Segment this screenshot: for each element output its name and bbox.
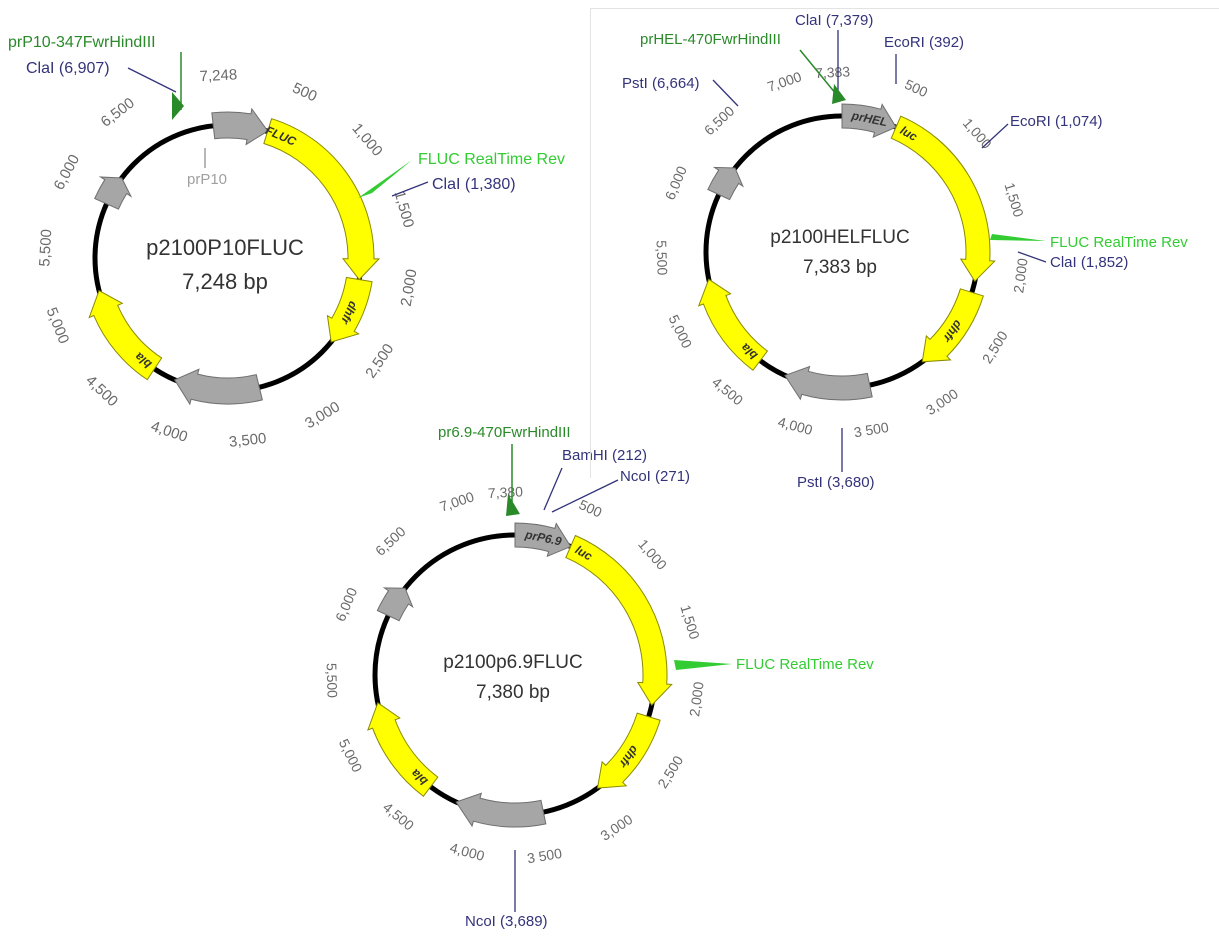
tick-label: 4,500 [380,799,417,834]
primer-label: pr6.9-470FwrHindIII [438,424,571,441]
leader-line [391,181,429,197]
tick-label: 2,000 [686,680,706,717]
site-label: EcoRI (392) [884,34,964,51]
site-label: ClaI (6,907) [26,60,110,77]
tick-label: 6,500 [98,94,138,130]
feature-unlabeled-arrow [455,792,547,828]
tick-label: 4,000 [149,418,190,446]
tick-label: 1,000 [348,120,385,160]
plasmid-size: 7,383 bp [803,257,877,278]
tick-label: 3 500 [526,845,563,866]
feature-unlabeled-arrow [784,365,873,401]
primer-arrow [832,84,846,104]
feature-prp10-arrow [211,107,269,146]
tick-label: 3,000 [597,811,635,844]
tick-label: 6,000 [332,585,360,624]
feature-unlabeled-arrow [173,368,263,406]
leader-line [712,79,739,107]
feature-dhfr-arrow [326,276,373,343]
feature-prhel-arrow [841,103,897,139]
feature-unlabeled-arrow [707,166,744,201]
primer-arrow [674,660,732,670]
leader-line [127,67,177,93]
tick-label: 7,380 [488,483,524,501]
tick-label: 6,500 [372,523,409,559]
feature-unlabeled-arrow [376,587,414,622]
site-label: NcoI (3,689) [465,913,548,930]
primer-label: FLUC RealTime Rev [736,656,874,673]
primer-arrow [506,494,520,516]
tick-labels: 500 1,000 1,500 2,000 2,500 3,000 3 500 4,000 4,… [324,483,707,866]
tick-label: 4,000 [448,839,486,864]
site-label: PstI (6,664) [622,75,700,92]
tick-label: 5,500 [324,663,341,699]
primer-label: prHEL-470FwrHindIII [640,31,781,48]
tick-label: 5,000 [43,305,73,346]
tick-label: 5,500 [654,240,671,276]
plasmid-size: 7,380 bp [476,682,550,703]
site-label: PstI (3,680) [797,474,875,491]
tick-label: 3,500 [228,430,267,451]
tick-label: 6,000 [51,152,84,193]
feature-bla-arrow [367,702,439,797]
plasmid-name: p2100p6.9FLUC [443,652,582,673]
feature-prp6-9-arrow [514,522,572,558]
tick-label: 5,500 [36,229,55,267]
feature-luc-arrow [565,534,673,706]
tick-label: 2,500 [654,753,686,791]
tick-label: 2,000 [398,268,421,308]
feature-dhfr-arrow [921,288,984,363]
primer-arrow [172,92,184,120]
tick-label: 7,000 [438,488,477,514]
primer-label: FLUC RealTime Rev [418,151,565,168]
leader-line [799,49,837,95]
tick-label: 7,383 [815,63,851,81]
leader-line [1017,251,1047,263]
primer-label: prP10-347FwrHindIII [8,34,156,51]
plasmid-name: p2100HELFLUC [770,227,909,248]
tick-label: 4,500 [82,372,121,410]
leader-line [981,123,1009,149]
primer-arrow [358,160,412,198]
feature-bla-arrow [88,289,163,381]
plasmid-name: p2100P10FLUC [146,235,304,260]
feature-label-prP10: prP10 [187,171,227,188]
tick-label: 500 [290,79,320,105]
plasmid-size: 7,248 bp [182,269,268,294]
leader-line [551,479,619,513]
tick-label: 7,248 [199,66,237,85]
tick-label: 2,000 [1010,257,1030,294]
site-label: ClaI (7,379) [795,12,873,29]
feature-luc-arrow [890,115,996,282]
primer-label: FLUC RealTime Rev [1050,234,1188,251]
panel-border [590,8,1219,478]
site-label: NcoI (271) [620,468,690,485]
feature-dhfr-arrow [596,712,661,789]
tick-label: 1,500 [677,603,703,641]
tick-label: 5,000 [336,736,366,775]
tick-label: 1,000 [635,536,670,573]
leader-line [543,467,563,511]
feature-fluc-arrow [263,118,381,281]
site-label: EcoRI (1,074) [1010,113,1103,130]
feature-unlabeled-arrow [94,176,133,210]
feature-bla-arrow [697,278,769,371]
site-label: ClaI (1,852) [1050,254,1128,271]
tick-label: 3 500 [853,419,890,441]
tick-label: 2,500 [362,341,397,382]
site-label: ClaI (1,380) [432,176,516,193]
tick-label: 500 [577,496,605,520]
tick-label: 3,000 [302,398,343,432]
site-label: BamHI (212) [562,447,647,464]
primer-arrow [990,234,1046,241]
